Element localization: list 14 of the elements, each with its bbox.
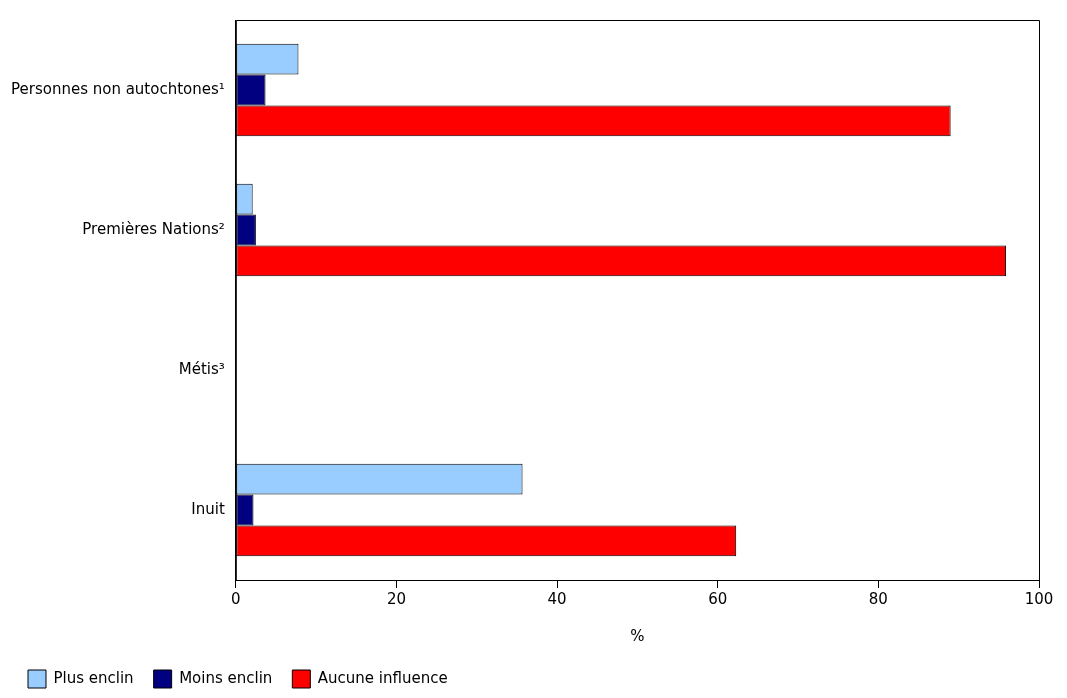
legend-label: Aucune influence xyxy=(317,668,448,687)
y-tick-label: Premières Nations² xyxy=(82,219,225,238)
y-tick-label: Inuit xyxy=(191,499,225,518)
x-tick-label: 20 xyxy=(386,589,406,608)
x-tick-label: 100 xyxy=(1024,589,1054,608)
x-tick-label: 60 xyxy=(708,589,728,608)
x-tick-label: 0 xyxy=(231,589,241,608)
x-tick-label: 80 xyxy=(868,589,888,608)
legend-label: Moins enclin xyxy=(179,668,273,687)
x-tick-label: 40 xyxy=(547,589,567,608)
legend-label: Plus enclin xyxy=(53,668,134,687)
y-tick-label: Métis³ xyxy=(178,359,225,378)
x-axis-title: % xyxy=(630,626,645,645)
y-tick-label: Personnes non autochtones¹ xyxy=(10,79,225,98)
